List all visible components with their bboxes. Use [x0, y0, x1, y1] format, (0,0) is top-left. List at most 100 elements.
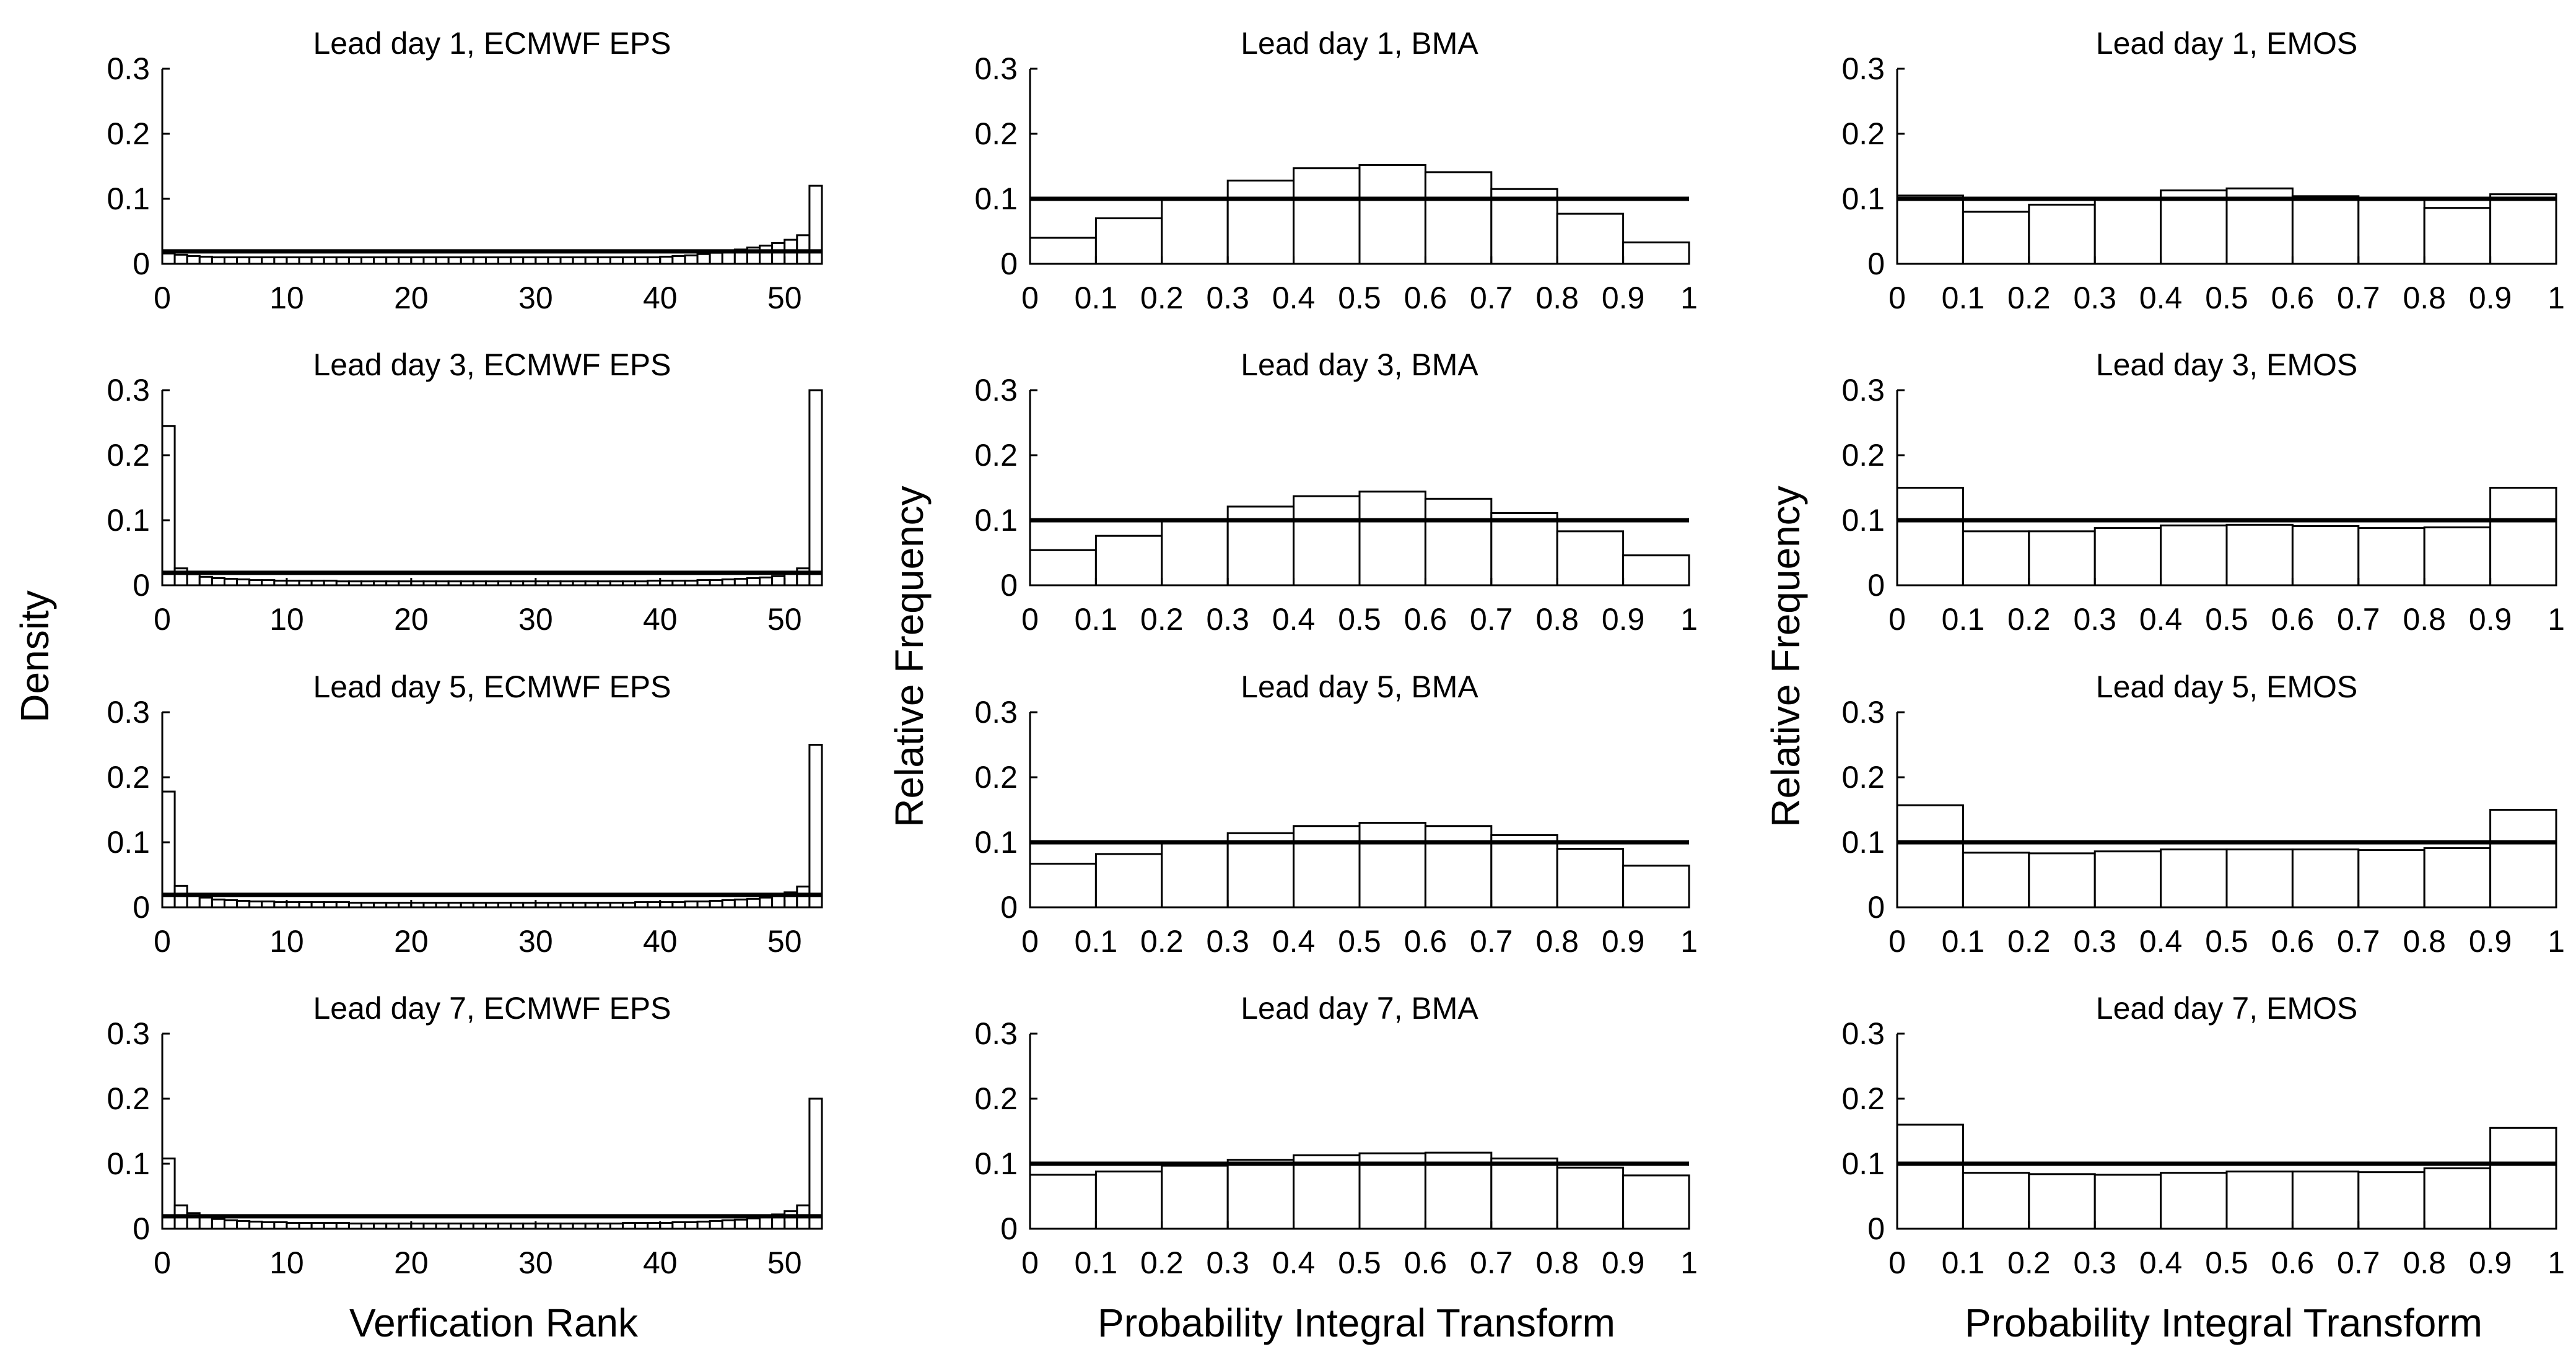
panel-2-1-x-tick-label: 30 [518, 602, 553, 637]
panel-1-1-bar [323, 256, 338, 265]
panel-2-3-bar [2094, 527, 2162, 587]
panel-2-1-x-tick-label: 0 [154, 602, 171, 637]
panel-1-1-bar [398, 256, 413, 265]
panel-2-1-bar [784, 572, 798, 587]
panel-2-3-y-tick-label: 0.1 [1841, 503, 1885, 538]
panel-4-1-x-tick-label: 50 [767, 1245, 802, 1280]
panel-1-2-x-tick-label: 1 [1680, 281, 1698, 315]
panel-4-1-bar [709, 1219, 723, 1230]
panel-1-1-bar [410, 256, 425, 265]
panel-2-2-x-tick-label: 1 [1680, 602, 1698, 637]
panel-1-3-bar [2028, 203, 2096, 265]
panel-3-2-bar [1029, 863, 1097, 909]
panel-1-3-y-tick-label: 0.2 [1841, 116, 1885, 151]
panel-4-2-x-tick-label: 0.3 [1206, 1245, 1249, 1280]
panel-1-3-x-tick-label: 0.2 [2007, 281, 2051, 315]
panel-2-1-bar [733, 578, 748, 587]
panel-3-2-bar [1358, 822, 1426, 909]
panel-3-3-x-tick-label: 0.2 [2007, 924, 2051, 959]
panel-3-3-x-tick-label: 0.7 [2337, 924, 2380, 959]
panel-3-3-bar [2291, 848, 2360, 909]
panel-3-2-bar [1556, 848, 1625, 909]
panel-1-1-bar [335, 256, 350, 265]
panel-1-1-bar [173, 253, 188, 265]
panel-2-2-bar [1029, 549, 1097, 587]
panel-4-1-x-tick-label: 30 [518, 1245, 553, 1280]
panel-1-1-bar [286, 256, 300, 265]
panel-3-1-bar [771, 894, 786, 909]
panel-4-2-bar [1161, 1164, 1229, 1230]
panel-4-3-bar [1896, 1123, 1964, 1230]
density-axis-label: Density [12, 590, 57, 722]
panel-3-2-bar [1226, 832, 1295, 909]
panel-1-3-bar [2489, 193, 2557, 265]
panel-4-2-bar [1490, 1158, 1558, 1230]
panel-1-1-y-tick-label: 0.1 [107, 181, 150, 216]
panel-2-3-y-tick-label: 0.3 [1841, 373, 1885, 408]
panel-4-1-x-tick-label: 20 [394, 1245, 429, 1280]
panel-4-3-title: Lead day 7, EMOS [2096, 991, 2357, 1026]
panel-2-2-x-tick-label: 0.4 [1272, 602, 1316, 637]
panel-4-3-y-tick-label: 0.1 [1841, 1146, 1885, 1181]
panel-1-3-y-tick-label: 0.1 [1841, 181, 1885, 216]
panel-3-2-x-tick-label: 0.4 [1272, 924, 1316, 959]
panel-3-1-bar [161, 790, 176, 909]
panel-2-1-bar [198, 575, 213, 587]
panel-2-3-x-tick-label: 0.7 [2337, 602, 2380, 637]
panel-4-2-x-tick-label: 0.6 [1404, 1245, 1447, 1280]
panel-4-3-bar [2028, 1173, 2096, 1230]
panel-1-1-bar [261, 256, 276, 265]
relative-frequency-axis-label-emos: Relative Frequency [1763, 486, 1808, 827]
panel-1-2-bar [1161, 198, 1229, 265]
panel-1-3-x-tick-label: 1 [2548, 281, 2565, 315]
panel-1-3-x-tick-label: 0.8 [2403, 281, 2446, 315]
panel-3-1-bar [198, 896, 213, 909]
panel-1-3-bar [2357, 199, 2425, 265]
panel-1-2-x-tick-label: 0.8 [1535, 281, 1579, 315]
panel-4-1-bar [671, 1221, 686, 1230]
panel-3-3-bar [1962, 852, 2030, 909]
panel-2-2-x-tick-label: 0.8 [1535, 602, 1579, 637]
panel-1-3-x-tick-label: 0.9 [2469, 281, 2512, 315]
panel-3-3-bar [2423, 847, 2492, 909]
panel-2-3-y-tick-label: 0 [1867, 568, 1885, 603]
panel-4-1-x-tick-label: 0 [154, 1245, 171, 1280]
panel-3-1-bar [211, 898, 225, 909]
panel-4-3-bar [2291, 1171, 2360, 1230]
panel-1-1-bar [522, 256, 537, 265]
panel-4-2-bar [1226, 1159, 1295, 1230]
panel-4-2-bar [1556, 1166, 1625, 1230]
panel-1-2-x-tick-label: 0.6 [1404, 281, 1447, 315]
panel-1-1-bar [460, 256, 474, 265]
panel-3-3-bar [2094, 850, 2162, 909]
panel-3-2-x-tick-label: 0.9 [1602, 924, 1645, 959]
panel-2-1-bar [223, 578, 238, 587]
panel-4-1-bar [684, 1221, 699, 1230]
panel-3-3-x-tick-label: 0.5 [2205, 924, 2248, 959]
panel-3-3-y-tick-label: 0.2 [1841, 760, 1885, 795]
panel-3-2-x-tick-label: 0.1 [1075, 924, 1118, 959]
panel-3-1-y-tick-label: 0.3 [107, 695, 150, 730]
panel-1-2-x-tick-label: 0.7 [1470, 281, 1513, 315]
panel-1-1-x-tick-label: 40 [643, 281, 678, 315]
panel-2-3-bar [2423, 526, 2492, 587]
panel-4-3-x-tick-label: 0.7 [2337, 1245, 2380, 1280]
panel-2-1-y-tick-label: 0.3 [107, 373, 150, 408]
panel-1-2-x-tick-label: 0.2 [1140, 281, 1184, 315]
panel-1-2-bar [1490, 188, 1558, 265]
panel-1-2-bar [1556, 212, 1625, 265]
panel-1-2-bar [1622, 241, 1690, 265]
panel-1-1-x-tick-label: 10 [269, 281, 304, 315]
panel-2-2-bar [1358, 491, 1426, 587]
panel-1-2-y-tick-label: 0.2 [974, 116, 1018, 151]
panel-3-2-y-tick-label: 0.2 [974, 760, 1018, 795]
panel-1-3-y-tick-label: 0 [1867, 246, 1885, 281]
panel-1-2-x-tick-label: 0.5 [1338, 281, 1381, 315]
panel-4-2-x-tick-label: 0.1 [1075, 1245, 1118, 1280]
panel-1-1-bar [273, 256, 288, 265]
panel-1-3-x-tick-label: 0 [1888, 281, 1906, 315]
panel-2-2-bar [1161, 519, 1229, 587]
panel-1-1-bar [621, 256, 637, 265]
x-axis-label-pit-bma: Probability Integral Transform [1098, 1301, 1615, 1345]
